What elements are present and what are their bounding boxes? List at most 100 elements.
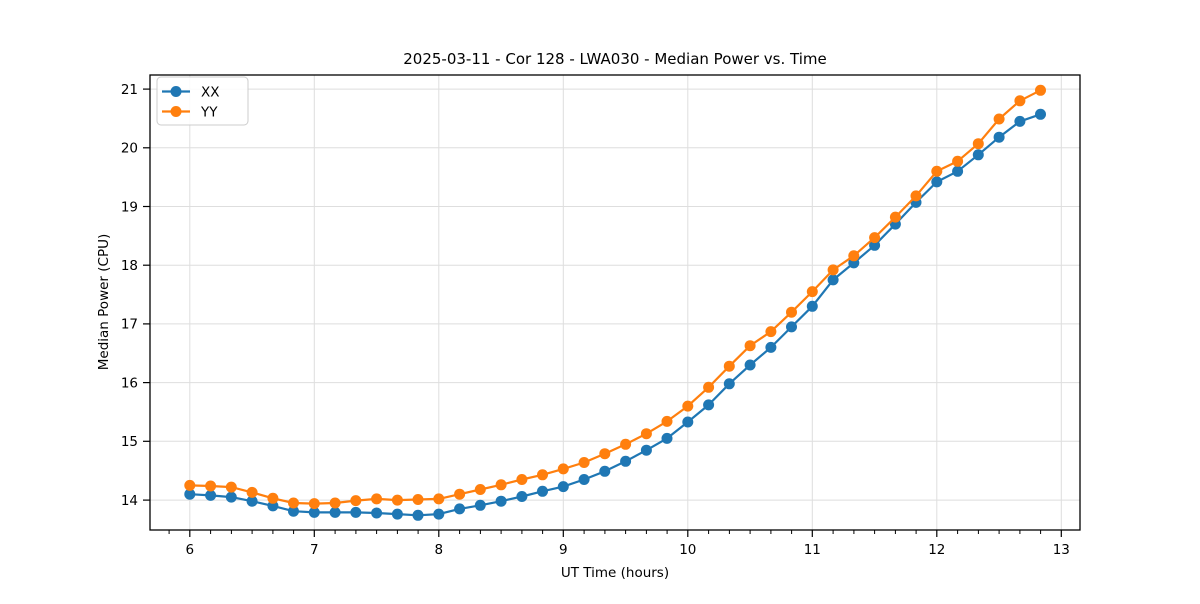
x-tick-label: 13 <box>1053 542 1070 558</box>
data-point-xx <box>786 321 797 333</box>
data-point-yy <box>993 113 1005 125</box>
data-point-yy <box>806 286 818 298</box>
legend: XX YY <box>156 76 249 126</box>
data-point-xx <box>827 274 839 286</box>
data-point-xx <box>1035 108 1046 120</box>
data-point-xx <box>350 506 362 518</box>
data-point-xx <box>972 149 984 161</box>
legend-label-yy: YY <box>200 104 218 120</box>
data-point-xx <box>931 176 943 188</box>
series-line-xx <box>188 113 1042 517</box>
data-point-xx <box>205 489 217 501</box>
data-point-xx <box>516 491 528 502</box>
data-point-xx <box>474 499 486 511</box>
axes-box <box>149 74 1081 531</box>
y-axis-label: Median Power (CPU) <box>96 234 112 370</box>
y-tick-label: 14 <box>121 493 138 509</box>
data-point-yy <box>495 479 507 491</box>
data-point-yy <box>516 474 528 485</box>
x-axis-label: UT Time (hours) <box>561 565 669 581</box>
data-point-xx <box>454 503 466 515</box>
data-point-yy <box>640 428 652 440</box>
data-point-yy <box>889 211 901 223</box>
data-point-yy <box>869 232 881 244</box>
data-point-xx <box>495 495 507 507</box>
y-tick-label: 19 <box>121 199 138 215</box>
series-markers-yy <box>184 84 1046 510</box>
data-point-yy <box>288 497 299 509</box>
data-point-xx <box>682 416 694 428</box>
data-point-yy <box>786 306 797 318</box>
data-point-yy <box>1014 95 1026 107</box>
data-point-yy <box>308 498 320 510</box>
data-point-xx <box>993 131 1005 143</box>
data-point-yy <box>972 138 984 150</box>
x-tick-label: 9 <box>559 542 568 558</box>
legend-marker-yy <box>170 106 182 117</box>
data-point-yy <box>703 381 715 393</box>
data-point-yy <box>454 488 466 500</box>
legend-label-xx: XX <box>201 84 220 100</box>
data-point-yy <box>350 495 362 507</box>
data-point-yy <box>329 497 341 509</box>
data-point-yy <box>184 479 196 491</box>
x-tick-label: 6 <box>186 542 195 558</box>
data-point-yy <box>931 165 943 177</box>
data-point-xx <box>640 444 652 456</box>
data-point-yy <box>620 438 632 450</box>
data-point-xx <box>184 488 196 500</box>
chart-title: 2025-03-11 - Cor 128 - LWA030 - Median P… <box>403 50 827 68</box>
data-point-yy <box>246 486 258 498</box>
data-point-xx <box>1014 115 1026 127</box>
data-point-xx <box>723 378 735 390</box>
data-point-xx <box>744 359 756 371</box>
y-tick-label: 20 <box>121 141 138 157</box>
data-point-xx <box>869 239 881 251</box>
data-point-xx <box>308 506 320 518</box>
x-tick-label: 10 <box>679 542 696 558</box>
data-point-xx <box>412 509 424 521</box>
y-tick-label: 21 <box>121 82 138 98</box>
data-point-yy <box>205 480 217 492</box>
y-tick-label: 15 <box>121 434 138 450</box>
data-point-xx <box>267 500 279 512</box>
data-point-yy <box>723 360 735 372</box>
data-point-xx <box>661 432 673 444</box>
data-point-yy <box>267 492 279 504</box>
legend-marker-xx <box>170 86 182 97</box>
data-point-xx <box>433 508 445 520</box>
data-point-yy <box>412 494 424 505</box>
data-point-yy <box>744 340 756 352</box>
data-point-xx <box>599 465 611 477</box>
data-point-yy <box>952 155 964 167</box>
y-tick-label: 16 <box>121 375 138 391</box>
tick-layer: 6 7 8 9 10 11 12 13 14 15 16 17 18 19 20 21 <box>121 82 1070 558</box>
data-point-yy <box>557 463 569 475</box>
data-point-yy <box>578 457 590 468</box>
data-point-yy <box>537 469 548 481</box>
data-point-yy <box>391 494 403 506</box>
data-point-xx <box>952 165 964 177</box>
data-point-xx <box>225 491 237 503</box>
x-tick-label: 7 <box>310 542 319 558</box>
data-point-yy <box>765 326 777 338</box>
data-point-yy <box>661 415 673 427</box>
data-point-yy <box>371 493 383 505</box>
data-point-xx <box>703 399 715 411</box>
x-tick-label: 12 <box>928 542 945 558</box>
data-point-yy <box>910 190 922 202</box>
data-point-xx <box>765 341 777 353</box>
data-point-xx <box>371 507 383 519</box>
data-point-yy <box>225 481 237 493</box>
data-point-yy <box>1035 84 1046 96</box>
data-point-yy <box>433 493 445 505</box>
data-point-xx <box>391 508 403 520</box>
grid-layer <box>150 75 1080 530</box>
data-point-yy <box>474 484 486 495</box>
data-point-xx <box>329 506 341 518</box>
series-markers-xx <box>184 108 1046 521</box>
data-point-xx <box>557 481 569 493</box>
data-point-xx <box>620 455 632 467</box>
